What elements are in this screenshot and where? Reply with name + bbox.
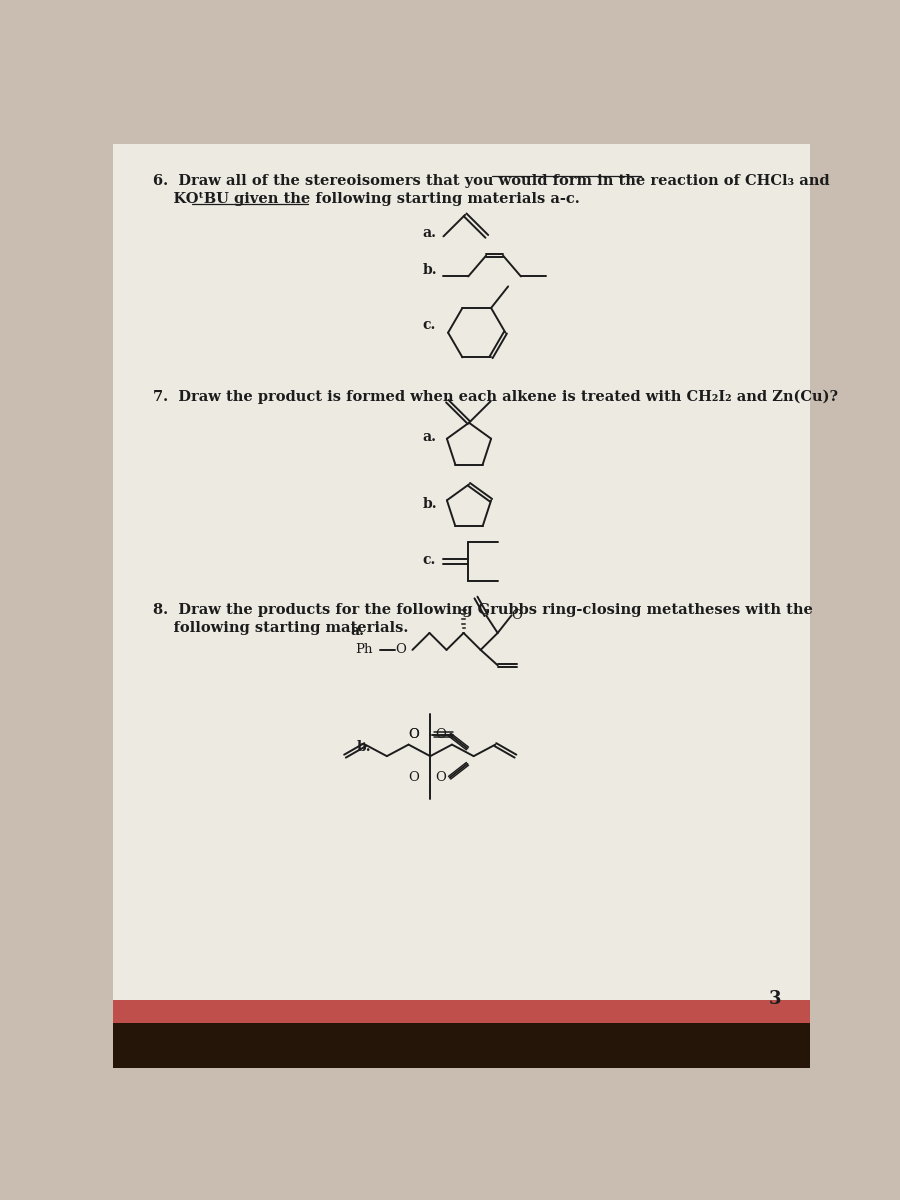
Text: 6.  Draw all of the stereoisomers that you would form in the reaction of CHCl₃ a: 6. Draw all of the stereoisomers that yo… (153, 174, 830, 188)
Text: b.: b. (422, 497, 437, 510)
Text: c.: c. (422, 318, 436, 332)
Text: O: O (511, 608, 523, 622)
Text: 3: 3 (769, 990, 781, 1008)
Text: O: O (409, 728, 419, 742)
Text: O: O (435, 728, 446, 742)
Text: O: O (409, 772, 419, 785)
Text: KOᵗBU given the following starting materials a-c.: KOᵗBU given the following starting mater… (153, 192, 580, 206)
Text: 7.  Draw the product is formed when each alkene is treated with CH₂I₂ and Zn(Cu): 7. Draw the product is formed when each … (153, 389, 838, 403)
Text: following starting materials.: following starting materials. (153, 622, 409, 635)
Text: Ph: Ph (356, 643, 373, 656)
Text: b.: b. (422, 263, 437, 277)
Text: c.: c. (422, 553, 436, 566)
Bar (112, 1024, 810, 1068)
Text: O: O (435, 772, 446, 785)
Text: 8.  Draw the products for the following Grubbs ring-closing metatheses with the: 8. Draw the products for the following G… (153, 602, 813, 617)
Text: a.: a. (422, 430, 436, 444)
Bar (112, 1001, 810, 1024)
Text: a.: a. (422, 226, 436, 240)
Text: a.: a. (350, 624, 365, 638)
Text: O: O (395, 643, 406, 656)
Text: O: O (409, 728, 419, 742)
Text: b.: b. (356, 740, 371, 754)
